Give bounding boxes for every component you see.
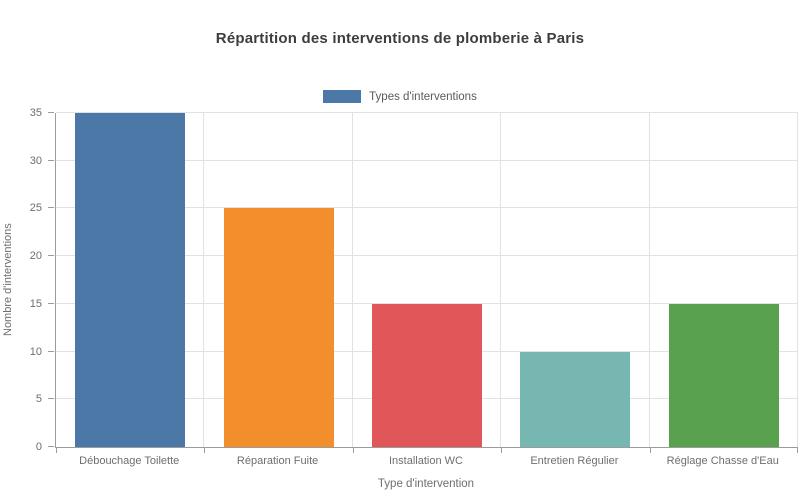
legend-label: Types d'interventions [369, 90, 477, 103]
x-tick-mark [352, 447, 354, 453]
y-tick-mark [48, 255, 54, 257]
y-tick-label: 35 [29, 107, 42, 119]
x-tick-label: Débouchage Toilette [79, 455, 180, 467]
x-tick-mark [649, 447, 651, 453]
bar-d-bouchage-toilette [75, 113, 186, 447]
y-tick-label: 0 [35, 441, 42, 453]
gridline-horizontal [56, 302, 798, 304]
y-axis-ticks: 0 5 10 15 20 25 30 35 [0, 107, 55, 453]
legend-swatch-icon [323, 90, 362, 103]
y-tick-label: 10 [29, 345, 42, 358]
bar-r-glage-chasse-d-eau [668, 303, 779, 447]
gridline-vertical [351, 113, 353, 447]
gridline-horizontal [56, 159, 798, 161]
y-tick-mark [48, 112, 54, 113]
gridline-horizontal [56, 207, 798, 209]
gridline-vertical [500, 113, 502, 447]
y-tick-label: 20 [29, 250, 42, 263]
y-tick-label: 15 [29, 297, 42, 310]
y-tick-label: 30 [29, 154, 42, 167]
chart-title: Répartition des interventions de plomber… [215, 30, 585, 47]
x-tick-label: Réglage Chasse d'Eau [666, 455, 779, 467]
y-tick-mark [48, 207, 54, 209]
plot-area [55, 112, 798, 453]
y-tick-mark [48, 446, 54, 447]
x-axis-ticks: Débouchage Toilette Réparation Fuite Insta… [55, 455, 797, 467]
bar-entretien-r-gulier [520, 351, 631, 447]
x-tick-mark [56, 447, 57, 453]
x-tick-label: Réparation Fuite [236, 455, 319, 467]
legend: Types d'interventions [0, 90, 800, 103]
gridline-vertical [648, 113, 650, 447]
gridline-horizontal [56, 112, 798, 113]
x-tick-mark [204, 447, 206, 453]
y-tick-mark [48, 398, 54, 400]
y-tick-mark [48, 159, 54, 161]
x-tick-mark [501, 447, 503, 453]
y-tick-label: 25 [29, 202, 42, 215]
gridline-horizontal [56, 255, 798, 257]
x-tick-label: Entretien Régulier [530, 455, 619, 467]
x-tick-label: Installation WC [388, 455, 463, 467]
x-tick-mark [797, 447, 798, 453]
gridline-vertical [797, 113, 798, 447]
x-axis-title: Type d'intervention [377, 478, 475, 490]
bar-r-paration-fuite [223, 208, 334, 447]
gridline-vertical [203, 113, 205, 447]
y-tick-label: 5 [35, 393, 42, 406]
y-tick-mark [48, 302, 54, 304]
bar-installation-wc [372, 303, 482, 447]
y-tick-mark [48, 350, 54, 352]
